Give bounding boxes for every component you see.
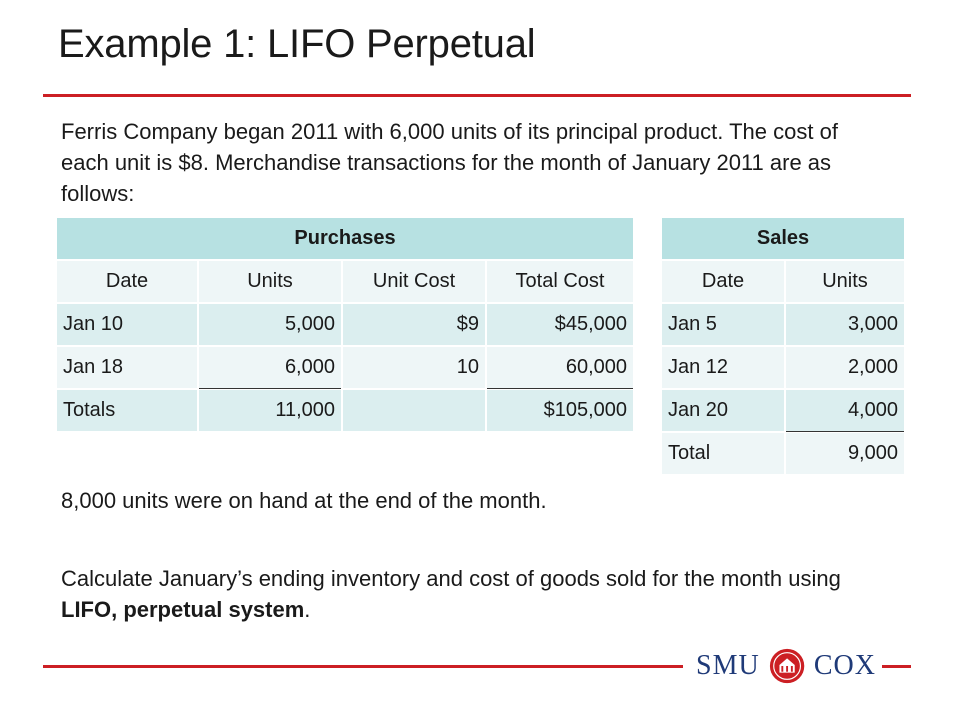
purchases-col-date: Date <box>57 259 198 303</box>
table-row: Totals 11,000 $105,000 <box>57 388 633 431</box>
slide-title: Example 1: LIFO Perpetual <box>58 22 536 66</box>
purchases-table: Purchases Date Units Unit Cost Total Cos… <box>57 218 634 431</box>
purchase-units: 11,000 <box>197 388 342 431</box>
smu-cox-logo: SMU COX <box>696 646 876 686</box>
purchase-total-cost: $105,000 <box>485 388 633 431</box>
title-divider <box>43 94 911 97</box>
sales-col-date: Date <box>662 259 785 303</box>
sale-units: 4,000 <box>784 388 905 433</box>
purchase-units: 6,000 <box>197 345 342 390</box>
purchases-col-total-cost: Total Cost <box>485 259 633 303</box>
sales-table-title: Sales <box>662 218 904 260</box>
sales-col-units: Units <box>784 259 904 303</box>
sale-date: Jan 12 <box>662 345 785 389</box>
purchase-date: Jan 10 <box>57 302 198 346</box>
purchases-col-unit-cost: Unit Cost <box>341 259 486 303</box>
intro-paragraph: Ferris Company began 2011 with 6,000 uni… <box>61 119 838 206</box>
sale-units: 3,000 <box>784 302 904 346</box>
purchase-unit-cost <box>341 388 486 431</box>
table-row: Jan 18 6,000 10 60,000 <box>57 345 634 390</box>
purchases-table-title: Purchases <box>57 218 633 260</box>
logo-smu-text: SMU <box>696 650 760 681</box>
table-row: Total 9,000 <box>662 431 904 474</box>
table-row: Jan 5 3,000 <box>662 302 904 346</box>
purchase-date: Totals <box>57 388 198 431</box>
table-row: Jan 20 4,000 <box>662 388 905 433</box>
task-statement: Calculate January’s ending inventory and… <box>61 563 881 625</box>
sale-date: Jan 5 <box>662 302 785 346</box>
table-row: Jan 12 2,000 <box>662 345 904 389</box>
sales-table: Sales Date Units Jan 5 3,000 Jan 12 2,00… <box>662 218 905 474</box>
sale-date: Total <box>662 431 785 474</box>
sale-date: Jan 20 <box>662 388 785 432</box>
purchase-total-cost: 60,000 <box>485 345 634 390</box>
task-end: . <box>304 597 311 622</box>
purchase-units: 5,000 <box>197 302 342 346</box>
table-row: Jan 10 5,000 $9 $45,000 <box>57 302 633 346</box>
purchase-total-cost: $45,000 <box>485 302 633 346</box>
sale-units: 2,000 <box>784 345 904 389</box>
purchase-date: Jan 18 <box>57 345 198 389</box>
smu-seal-icon <box>769 648 804 684</box>
purchase-unit-cost: $9 <box>341 302 486 346</box>
on-hand-statement: 8,000 units were on hand at the end of t… <box>61 488 547 513</box>
sale-units: 9,000 <box>784 431 904 474</box>
purchase-unit-cost: 10 <box>341 345 486 389</box>
footer-divider-right <box>882 665 911 668</box>
purchases-col-units: Units <box>197 259 342 303</box>
task-emphasis: LIFO, perpetual system <box>61 597 305 622</box>
footer-divider-left <box>43 665 683 668</box>
task-text: Calculate January’s ending inventory and… <box>61 566 841 591</box>
logo-cox-text: COX <box>813 650 876 681</box>
